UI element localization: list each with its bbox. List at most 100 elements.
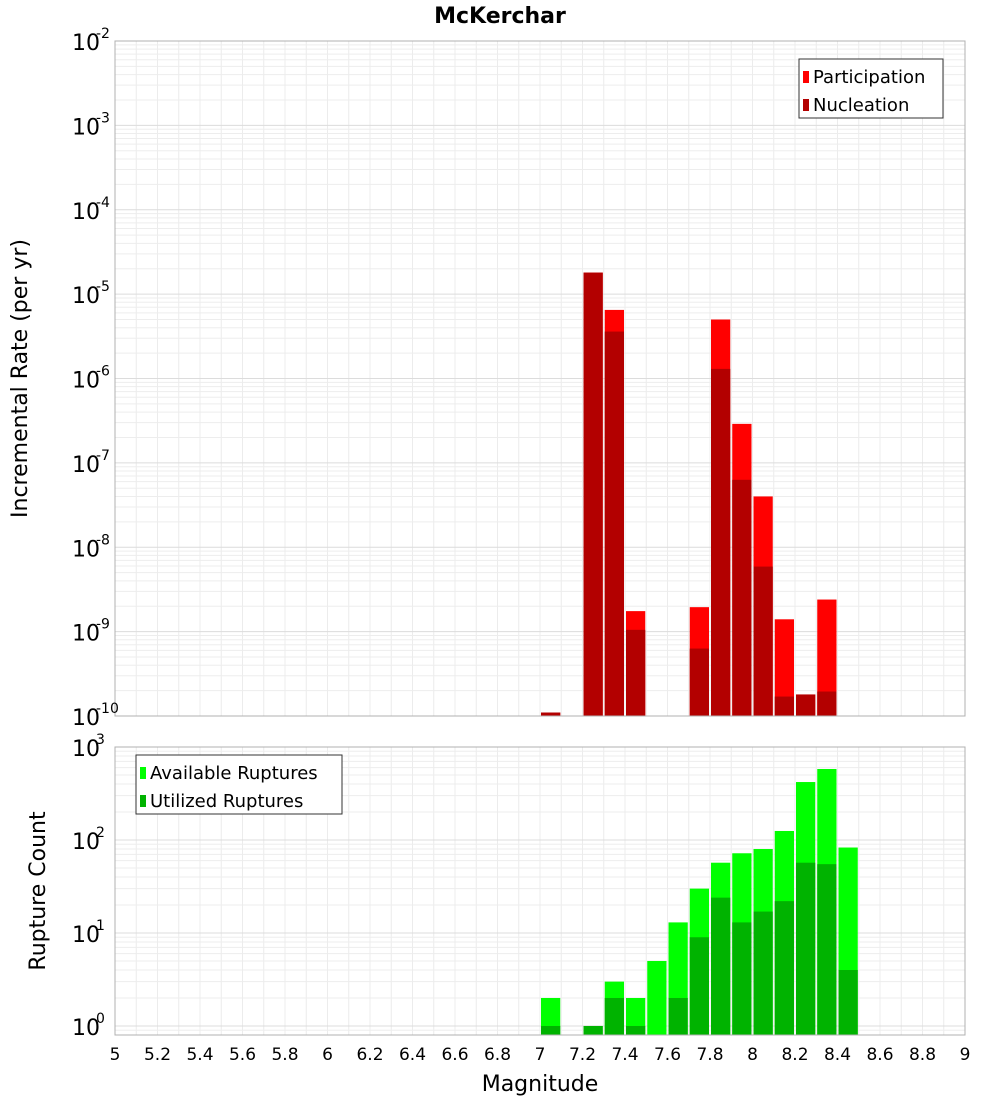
x-tick-label: 6.8 (484, 1045, 511, 1065)
y-tick-label: 10 (72, 453, 100, 478)
count-bars (541, 769, 858, 1035)
nucleation-bar (604, 331, 624, 716)
y-tick-label: 10 (72, 622, 100, 647)
utilized-ruptures-bar (626, 1025, 646, 1035)
legend-nucleation-label: Nucleation (813, 95, 909, 116)
utilized-ruptures-bar (583, 1025, 603, 1035)
x-tick-label: 6.2 (356, 1045, 383, 1065)
x-tick-label: 8.4 (824, 1045, 851, 1065)
participation-bar (774, 619, 794, 716)
utilized-ruptures-bar (541, 1025, 561, 1035)
x-tick-label: 5.4 (186, 1045, 213, 1065)
x-tick-label: 6.6 (441, 1045, 468, 1065)
x-tick-label: 5.6 (229, 1045, 256, 1065)
x-tick-label: 7.4 (611, 1045, 638, 1065)
count-y-axis-label: Rupture Count (26, 811, 51, 971)
legend-nucleation-swatch (803, 99, 809, 111)
legend-participation-swatch (803, 71, 809, 83)
utilized-ruptures-bar (753, 911, 773, 1035)
utilized-ruptures-bar (774, 901, 794, 1035)
y-tick-exponent: -7 (96, 448, 110, 464)
rate-grid (114, 40, 966, 717)
x-tick-label: 9 (960, 1045, 971, 1065)
available-ruptures-bar (541, 997, 561, 1035)
y-tick-exponent: -5 (96, 279, 110, 295)
y-tick-exponent: -10 (96, 701, 119, 717)
nucleation-bar (541, 712, 561, 716)
nucleation-bar (753, 566, 773, 716)
x-tick-label: 6.4 (399, 1045, 426, 1065)
y-tick-exponent: -3 (96, 110, 110, 126)
chart-title: McKerchar (434, 4, 566, 29)
x-ticks: 5 5.2 5.4 5.6 5.8 6 6.2 6.4 6.6 6.8 7 7.2 7.4 7.6 7.8 8… (110, 1045, 971, 1065)
y-tick-exponent: 1 (96, 918, 105, 934)
nucleation-bar (732, 479, 752, 716)
x-tick-label: 7.2 (569, 1045, 596, 1065)
nucleation-bar (817, 691, 837, 716)
x-axis-label: Magnitude (482, 1072, 599, 1097)
y-tick-label: 10 (72, 284, 100, 309)
rate-legend[interactable]: Participation Nucleation (798, 58, 944, 119)
rate-y-axis-label: Incremental Rate (per yr) (8, 239, 33, 518)
y-tick-label: 10 (72, 369, 100, 394)
rate-plot-frame (114, 40, 966, 717)
y-tick-label: 10 (72, 923, 100, 948)
x-tick-label: 7.6 (654, 1045, 681, 1065)
utilized-ruptures-bar (796, 862, 816, 1035)
y-tick-exponent: -4 (96, 195, 110, 211)
utilized-ruptures-bar (838, 969, 858, 1035)
y-tick-label: 10 (72, 706, 100, 731)
legend-available-ruptures-label: Available Ruptures (150, 763, 318, 784)
available-ruptures-bar (626, 997, 646, 1035)
y-tick-exponent: -8 (96, 532, 110, 548)
utilized-ruptures-bar (711, 897, 731, 1035)
legend-utilized-ruptures-label: Utilized Ruptures (150, 791, 303, 812)
count-legend[interactable]: Available Ruptures Utilized Ruptures (135, 754, 343, 815)
legend-box (798, 58, 944, 119)
y-tick-label: 10 (72, 115, 100, 140)
y-tick-exponent: 0 (96, 1011, 105, 1027)
count-plot-frame (114, 746, 966, 1036)
available-ruptures-bar (647, 960, 667, 1035)
y-tick-exponent: 3 (96, 732, 105, 748)
legend-available-ruptures-swatch (140, 767, 146, 779)
nucleation-bar (711, 368, 731, 716)
utilized-ruptures-bar (732, 922, 752, 1035)
y-tick-exponent: -6 (96, 364, 110, 380)
utilized-ruptures-bar (817, 864, 837, 1035)
y-tick-exponent: 2 (96, 825, 105, 841)
x-tick-label: 5 (110, 1045, 121, 1065)
y-tick-label: 10 (72, 200, 100, 225)
x-tick-label: 7 (535, 1045, 546, 1065)
nucleation-bar (583, 272, 603, 716)
participation-bar (817, 599, 837, 716)
utilized-ruptures-bar (668, 997, 688, 1035)
x-tick-label: 7.8 (696, 1045, 723, 1065)
x-tick-label: 8 (747, 1045, 758, 1065)
legend-utilized-ruptures-swatch (140, 795, 146, 807)
nucleation-bar (774, 696, 794, 716)
x-tick-label: 8.2 (781, 1045, 808, 1065)
x-tick-label: 5.2 (144, 1045, 171, 1065)
nucleation-bar (796, 694, 816, 716)
y-tick-label: 10 (72, 737, 100, 762)
x-tick-label: 6 (322, 1045, 333, 1065)
legend-box (135, 754, 343, 815)
nucleation-bar (689, 648, 709, 716)
rate-panel: 10-210-310-410-510-610-710-810-910-10 In… (8, 26, 966, 731)
rate-y-ticks: 10-210-310-410-510-610-710-810-910-10 (72, 26, 119, 731)
x-tick-label: 8.6 (866, 1045, 893, 1065)
rate-bars (541, 272, 837, 716)
x-tick-label: 5.8 (271, 1045, 298, 1065)
y-tick-label: 10 (72, 830, 100, 855)
utilized-ruptures-bar (604, 997, 624, 1035)
y-tick-label: 10 (72, 1016, 100, 1041)
y-tick-exponent: -9 (96, 617, 110, 633)
y-tick-exponent: -2 (96, 26, 110, 42)
y-tick-label: 10 (72, 537, 100, 562)
nucleation-bar (626, 629, 646, 716)
y-tick-label: 10 (72, 31, 100, 56)
x-tick-label: 8.8 (909, 1045, 936, 1065)
